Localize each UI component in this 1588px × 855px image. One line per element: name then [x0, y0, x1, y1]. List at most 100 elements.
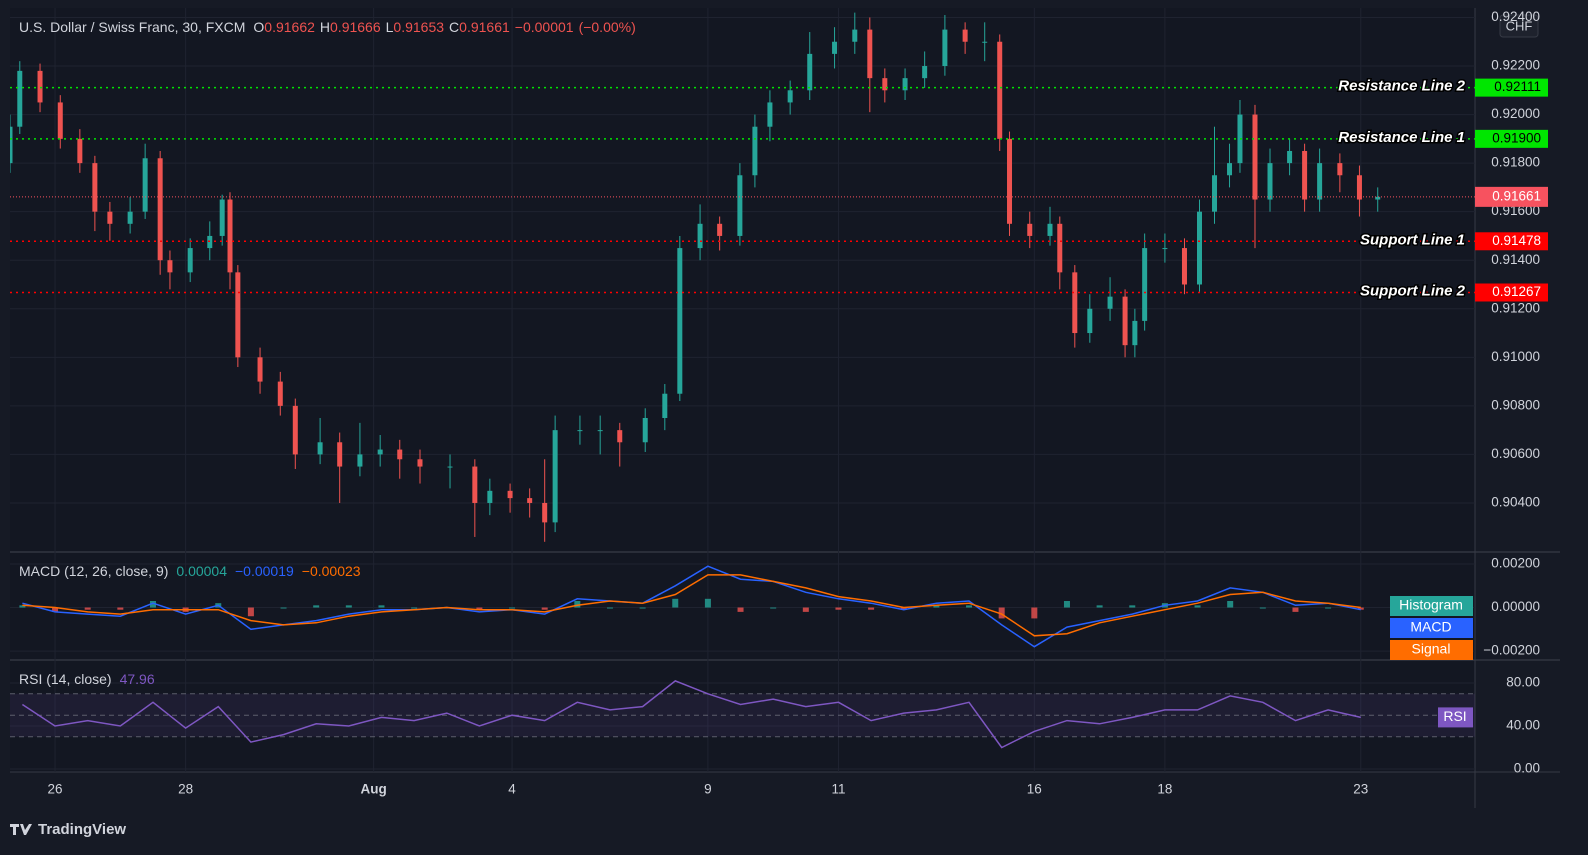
histogram-bar — [770, 607, 777, 609]
ohlc-key: O — [253, 19, 264, 35]
candle-body — [1375, 196, 1381, 200]
series-line — [22, 574, 1361, 637]
pane — [10, 680, 1475, 770]
histogram-bar — [149, 600, 156, 608]
histogram-bar — [541, 607, 548, 610]
candle-body — [377, 449, 383, 455]
y-tick-label: 0.92000 — [1491, 106, 1540, 121]
level-name: Resistance Line 1 — [1338, 129, 1465, 146]
candle-body — [542, 502, 548, 523]
y-tick-label: 0.92200 — [1491, 58, 1540, 73]
candle-body — [832, 41, 838, 54]
candle-body — [292, 405, 298, 455]
level-price: 0.91900 — [1492, 130, 1541, 145]
candle-body — [677, 248, 683, 394]
level-price-box — [1475, 283, 1548, 302]
candle-body — [37, 70, 43, 103]
candle-body — [417, 459, 423, 467]
last-price-box — [1475, 186, 1548, 207]
ohlc-value: 0.91661 — [459, 19, 510, 35]
histogram-bar — [84, 607, 91, 610]
candle-body — [277, 381, 283, 406]
candle-body — [852, 29, 858, 42]
candle-body — [1227, 163, 1233, 176]
y-tick-label: 0.00000 — [1491, 599, 1540, 614]
candle-body — [227, 199, 233, 273]
candle-body — [1007, 138, 1013, 224]
candle-body — [1287, 150, 1293, 164]
level-name: Support Line 2 — [1360, 282, 1466, 299]
histogram-bar — [1129, 605, 1136, 608]
series-tag-box — [1390, 596, 1473, 616]
candle-body — [1142, 248, 1148, 321]
candle-body — [697, 223, 703, 249]
histogram-bar — [1031, 607, 1038, 619]
histogram-bar — [966, 605, 973, 608]
candle-body — [357, 454, 363, 467]
candle-body — [1267, 163, 1273, 200]
candle-body — [1212, 175, 1218, 212]
y-tick-label: 0.00200 — [1491, 556, 1540, 571]
histogram-bar — [1325, 607, 1332, 609]
candle-body — [902, 78, 908, 91]
y-tick-label: 0.91000 — [1491, 349, 1540, 364]
y-tick-label: 0.90600 — [1491, 446, 1540, 461]
candle-body — [1047, 223, 1053, 236]
candle-body — [882, 78, 888, 91]
y-tick-label: 0.91800 — [1491, 155, 1540, 170]
level-price: 0.92111 — [1494, 79, 1541, 94]
candle-body — [107, 211, 113, 224]
histogram-bar — [639, 607, 646, 609]
candle-body — [867, 29, 873, 79]
candle-body — [922, 66, 928, 79]
series-tag-box — [1390, 618, 1473, 638]
x-tick-label: 9 — [704, 782, 712, 797]
candle-body — [717, 223, 723, 236]
ohlc-key: L — [386, 19, 394, 35]
candle-body — [77, 138, 83, 164]
indicator-value: −0.00019 — [235, 563, 294, 579]
histogram-bar — [1259, 607, 1266, 609]
candle-body — [1132, 320, 1138, 346]
histogram-bar — [411, 607, 418, 609]
candle-body — [1162, 248, 1168, 250]
currency-label: CHF — [1506, 18, 1533, 33]
candle-body — [1337, 163, 1343, 176]
histogram-bar — [998, 607, 1005, 619]
ohlc-value: 0.91662 — [264, 19, 315, 35]
candle-body — [317, 442, 323, 455]
candle-body — [507, 490, 513, 499]
candle-body — [597, 430, 603, 432]
x-tick-label: 26 — [48, 782, 63, 797]
candle-body — [1196, 211, 1202, 285]
candle-body — [1027, 223, 1033, 236]
histogram-bar — [672, 598, 679, 608]
brand: TradingView — [38, 821, 126, 838]
candle-body — [257, 357, 263, 382]
plot-area — [10, 8, 1475, 772]
y-tick-label: 40.00 — [1506, 718, 1540, 733]
level-price: 0.91267 — [1492, 284, 1541, 299]
level-price: 0.91478 — [1492, 233, 1541, 248]
candle-body — [767, 102, 773, 127]
series-tag-box — [1390, 640, 1473, 660]
candle-body — [642, 418, 648, 443]
histogram-bar — [737, 607, 744, 612]
histogram-bar — [1227, 600, 1234, 608]
histogram-bar — [1357, 607, 1364, 610]
candle-body — [617, 430, 623, 443]
histogram-bar — [704, 598, 711, 608]
legend: U.S. Dollar / Swiss Franc, 30, FXCM O0.91… — [19, 19, 636, 35]
histogram-bar — [1096, 605, 1103, 608]
x-tick-label: Aug — [361, 782, 387, 797]
last-price: 0.91661 — [1492, 188, 1541, 203]
candle-body — [1252, 114, 1258, 200]
histogram-bar — [280, 607, 287, 609]
candle-body — [662, 393, 668, 419]
x-tick-label: 23 — [1353, 782, 1368, 797]
currency-button[interactable] — [1499, 14, 1539, 38]
histogram-bar — [247, 607, 254, 617]
candle-body — [17, 70, 23, 127]
